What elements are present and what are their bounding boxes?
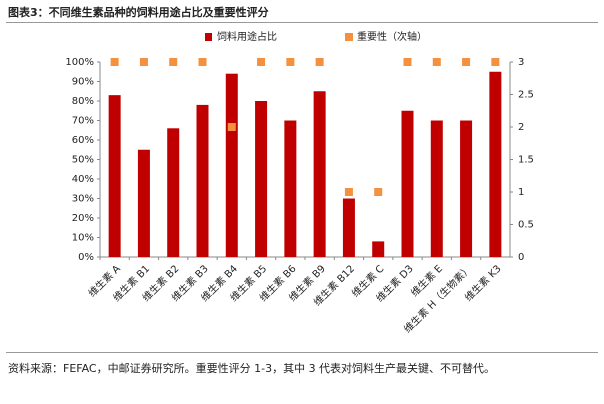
rule (6, 22, 598, 23)
bar (313, 91, 326, 257)
y-tick-label: 10% (72, 233, 94, 244)
bar (430, 120, 443, 257)
figure-title: 图表3：不同维生素品种的饲料用途占比及重要性评分 (8, 6, 269, 19)
marker (374, 188, 383, 196)
bar (225, 73, 238, 257)
footnote: 资料来源：FEFAC，中邮证券研究所。重要性评分 1-3，其中 3 代表对饲料生… (8, 362, 496, 375)
y-tick-label: 100% (65, 57, 94, 68)
y-tick-label: 50% (72, 155, 94, 166)
marker (169, 58, 178, 66)
marker (315, 58, 324, 66)
marker (462, 58, 471, 66)
chart: 0% 10% 20% 30% 40% 50% 60% 70% 80% 90% 100% 0 0.5 1 1.… (65, 30, 534, 335)
y-tick-label: 90% (72, 77, 94, 88)
y2-tick-label: 2 (518, 122, 524, 133)
y2-tick-label: 1 (518, 187, 524, 198)
y-tick-label: 80% (72, 96, 94, 107)
y-tick-label: 0% (78, 252, 94, 263)
bar (284, 120, 297, 257)
bar (255, 101, 268, 257)
marker (198, 58, 207, 66)
legend-swatch (205, 33, 212, 41)
marker (344, 188, 353, 196)
bar (137, 149, 150, 257)
marker (257, 58, 266, 66)
bar (167, 128, 180, 257)
y2-tick-label: 0.5 (518, 220, 534, 231)
y-tick-label: 40% (72, 174, 94, 185)
y2-tick-label: 0 (518, 252, 524, 263)
bar (489, 71, 502, 257)
legend-label: 重要性（次轴） (357, 30, 427, 43)
marker (110, 58, 119, 66)
y2-tick-label: 2.5 (518, 90, 534, 101)
bar (372, 241, 385, 257)
legend-swatch (345, 33, 353, 41)
bar (196, 104, 209, 258)
marker (403, 58, 412, 66)
bar (342, 198, 355, 257)
y-tick-label: 30% (72, 194, 94, 205)
legend-label: 饲料用途占比 (217, 30, 277, 43)
y-tick-label: 20% (72, 213, 94, 224)
bar (460, 120, 473, 257)
marker (491, 58, 500, 66)
marker (227, 123, 236, 131)
marker (286, 58, 295, 66)
y2-tick-label: 1.5 (518, 155, 534, 166)
marker (139, 58, 148, 66)
marker (432, 58, 441, 66)
y2-tick-label: 3 (518, 57, 524, 68)
bar (108, 95, 121, 258)
y-tick-label: 60% (72, 135, 94, 146)
rule (6, 352, 598, 353)
y-tick-label: 70% (72, 116, 94, 127)
bar (401, 110, 414, 257)
